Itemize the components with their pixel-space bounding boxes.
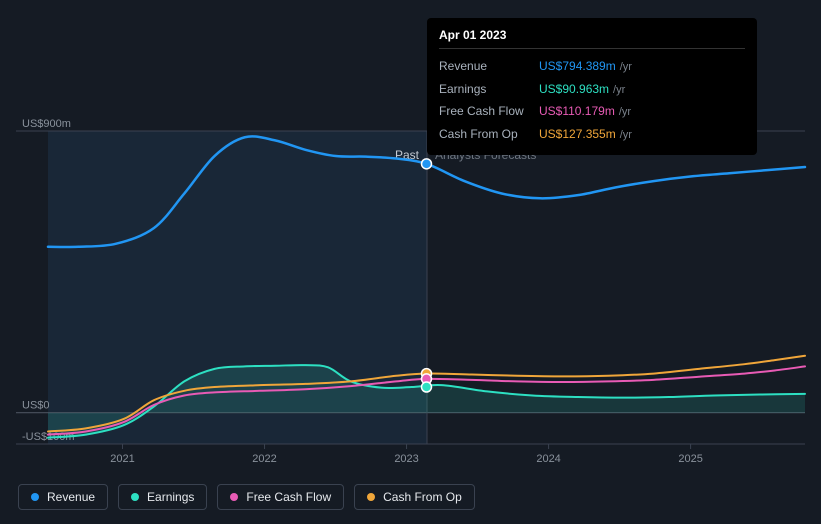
svg-text:US$900m: US$900m xyxy=(22,118,71,130)
legend-label: Revenue xyxy=(47,490,95,504)
tooltip-unit: /yr xyxy=(620,59,632,76)
svg-text:2022: 2022 xyxy=(252,453,276,465)
tooltip-metric-label: Free Cash Flow xyxy=(439,102,539,120)
tooltip-row: EarningsUS$90.963m/yr xyxy=(439,78,745,101)
tooltip-row: RevenueUS$794.389m/yr xyxy=(439,55,745,78)
svg-text:2023: 2023 xyxy=(394,453,418,465)
legend-label: Free Cash Flow xyxy=(246,490,331,504)
tooltip-metric-value: US$127.355m xyxy=(539,125,616,143)
tooltip-unit: /yr xyxy=(619,104,631,121)
legend-dot-icon xyxy=(367,493,375,501)
tooltip-metric-label: Earnings xyxy=(439,80,539,98)
svg-text:2021: 2021 xyxy=(110,453,134,465)
legend-item-revenue[interactable]: Revenue xyxy=(18,484,108,510)
tooltip-unit: /yr xyxy=(620,127,632,144)
svg-text:2025: 2025 xyxy=(678,453,702,465)
legend-dot-icon xyxy=(31,493,39,501)
svg-text:US$0: US$0 xyxy=(22,400,50,412)
legend-dot-icon xyxy=(230,493,238,501)
tooltip-metric-label: Revenue xyxy=(439,57,539,75)
legend: Revenue Earnings Free Cash Flow Cash From O… xyxy=(18,484,475,510)
tooltip-row: Cash From OpUS$127.355m/yr xyxy=(439,123,745,146)
legend-dot-icon xyxy=(131,493,139,501)
legend-item-fcf[interactable]: Free Cash Flow xyxy=(217,484,344,510)
legend-item-earnings[interactable]: Earnings xyxy=(118,484,207,510)
svg-text:2024: 2024 xyxy=(536,453,560,465)
legend-label: Earnings xyxy=(147,490,194,504)
hover-tooltip: Apr 01 2023 RevenueUS$794.389m/yrEarning… xyxy=(427,18,757,155)
tooltip-metric-value: US$794.389m xyxy=(539,57,616,75)
tooltip-unit: /yr xyxy=(613,82,625,99)
tooltip-date: Apr 01 2023 xyxy=(439,28,745,49)
tooltip-metric-label: Cash From Op xyxy=(439,125,539,143)
tooltip-row: Free Cash FlowUS$110.179m/yr xyxy=(439,100,745,123)
tooltip-metric-value: US$110.179m xyxy=(539,102,615,120)
legend-item-cfo[interactable]: Cash From Op xyxy=(354,484,475,510)
tooltip-metric-value: US$90.963m xyxy=(539,80,609,98)
legend-label: Cash From Op xyxy=(383,490,462,504)
